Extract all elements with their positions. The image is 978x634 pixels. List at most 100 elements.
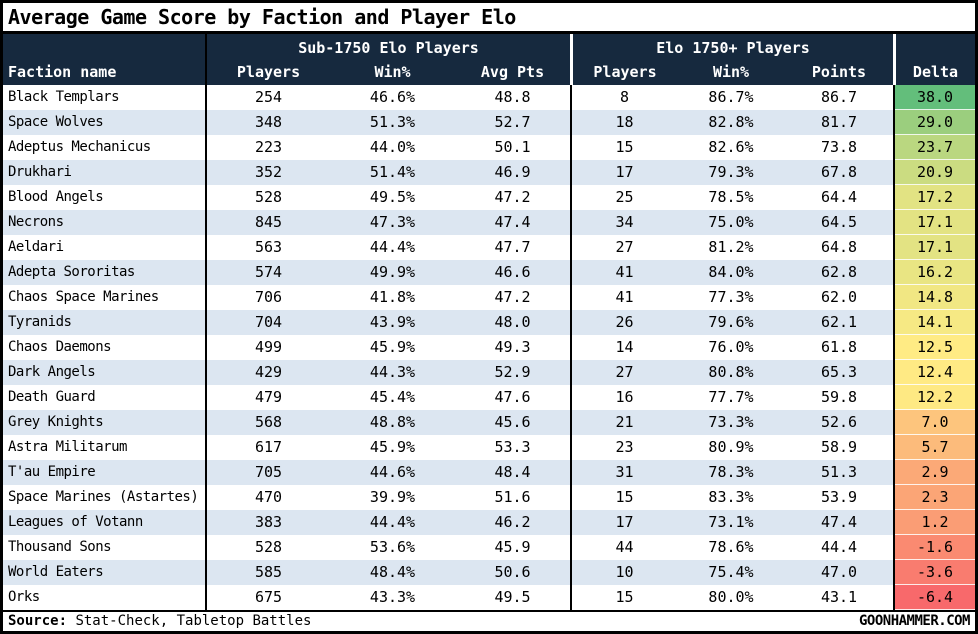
faction-name: Chaos Daemons [8, 339, 112, 355]
faction-name: Orks [8, 589, 40, 605]
elo-players: 41 [570, 285, 677, 310]
table-row: Drukhari 352 51.4% 46.9 17 79.3% 67.8 20.9 [3, 160, 975, 185]
elo-win-pct: 77.3% [708, 288, 754, 306]
elo-win-pct: 75.4% [708, 563, 754, 581]
faction-name: Necrons [8, 214, 64, 230]
source-label: Source: [8, 613, 68, 629]
elo-points: 61.8 [820, 338, 858, 356]
elo-win-pct: 78.3% [708, 463, 754, 481]
sub-avg-pts: 51.6 [494, 488, 531, 506]
sub-win-pct: 44.6% [369, 463, 416, 481]
elo-win-pct: 86.7% [708, 88, 754, 106]
sub-players: 470 [205, 485, 330, 510]
elo-points: 59.8 [820, 388, 858, 406]
header-group-row: Sub-1750 Elo Players Elo 1750+ Players [3, 34, 975, 62]
sub-avg-pts: 50.6 [494, 563, 531, 581]
delta-value: 17.2 [893, 185, 975, 210]
elo-points: 86.7 [820, 88, 858, 106]
table-row: Astra Militarum 617 45.9% 53.3 23 80.9% 58.9 5.… [3, 435, 975, 460]
elo-points: 64.4 [820, 188, 858, 206]
sub-players: 499 [205, 335, 330, 360]
table-row: T'au Empire 705 44.6% 48.4 31 78.3% 51.3 2.9 [3, 460, 975, 485]
sub-players: 223 [205, 135, 330, 160]
delta-value: 12.4 [893, 360, 975, 385]
sub-avg-pts: 47.6 [494, 388, 531, 406]
elo-players: 34 [570, 210, 677, 235]
sub-win-pct: 51.4% [369, 163, 416, 181]
sub-players: 352 [205, 160, 330, 185]
sub-win-pct: 43.9% [369, 313, 416, 331]
elo-win-pct: 79.3% [708, 163, 754, 181]
sub-win-pct: 48.4% [369, 563, 416, 581]
sub-win-pct: 39.9% [369, 488, 416, 506]
delta-value: -6.4 [893, 585, 975, 610]
table-row: Space Wolves 348 51.3% 52.7 18 82.8% 81.7 29.0 [3, 110, 975, 135]
sub-players: 585 [205, 560, 330, 585]
sub-win-pct: 43.3% [369, 588, 416, 606]
sub-players: 617 [205, 435, 330, 460]
faction-name: Space Wolves [8, 114, 104, 130]
elo-players: 17 [570, 160, 677, 185]
sub-win-pct: 49.9% [369, 263, 416, 281]
faction-name: Chaos Space Marines [8, 289, 159, 305]
elo-points: 62.0 [820, 288, 858, 306]
table-row: Thousand Sons 528 53.6% 45.9 44 78.6% 44.4 -1.6 [3, 535, 975, 560]
elo-win-pct: 78.6% [708, 538, 754, 556]
column-header-sub-win-pct: Win% [374, 63, 411, 81]
elo-points: 44.4 [820, 538, 858, 556]
elo-players: 26 [570, 310, 677, 335]
elo-players: 17 [570, 510, 677, 535]
elo-points: 58.9 [820, 438, 858, 456]
elo-points: 53.9 [820, 488, 858, 506]
table-row: Orks 675 43.3% 49.5 15 80.0% 43.1 -6.4 [3, 585, 975, 610]
sub-players: 348 [205, 110, 330, 135]
table-row: Adeptus Mechanicus 223 44.0% 50.1 15 82.6% 73.… [3, 135, 975, 160]
elo-points: 47.0 [820, 563, 858, 581]
elo-players: 27 [570, 235, 677, 260]
faction-name: Thousand Sons [8, 539, 112, 555]
sub-avg-pts: 48.4 [494, 463, 531, 481]
column-header-sub-avg-pts: Avg Pts [480, 63, 545, 81]
sub-players: 563 [205, 235, 330, 260]
delta-value: 14.1 [893, 310, 975, 335]
table-row: Grey Knights 568 48.8% 45.6 21 73.3% 52.6 7.0 [3, 410, 975, 435]
delta-value: 5.7 [893, 435, 975, 460]
table-row: Death Guard 479 45.4% 47.6 16 77.7% 59.8 12.2 [3, 385, 975, 410]
delta-value: 17.1 [893, 235, 975, 260]
table-row: World Eaters 585 48.4% 50.6 10 75.4% 47.0 -3.6 [3, 560, 975, 585]
elo-points: 52.6 [820, 413, 858, 431]
sub-win-pct: 47.3% [369, 213, 416, 231]
sub-players: 383 [205, 510, 330, 535]
sub-avg-pts: 47.2 [494, 188, 531, 206]
sub-avg-pts: 46.9 [494, 163, 531, 181]
delta-value: 1.2 [893, 510, 975, 535]
elo-points: 64.5 [820, 213, 858, 231]
sub-players: 479 [205, 385, 330, 410]
faction-name: Dark Angels [8, 364, 96, 380]
sub-avg-pts: 45.9 [494, 538, 531, 556]
column-header-faction-name: Faction name [8, 63, 117, 81]
elo-win-pct: 82.6% [708, 138, 754, 156]
elo-players: 15 [570, 135, 677, 160]
faction-name: Tyranids [8, 314, 72, 330]
faction-name: Drukhari [8, 164, 72, 180]
elo-players: 15 [570, 585, 677, 610]
faction-name: Space Marines (Astartes) [8, 489, 199, 505]
faction-name: Aeldari [8, 239, 64, 255]
faction-name: World Eaters [8, 564, 104, 580]
delta-value: 29.0 [893, 110, 975, 135]
table-row: Chaos Space Marines 706 41.8% 47.2 41 77.3% 62… [3, 285, 975, 310]
header-group-delta-spacer [893, 34, 975, 62]
sub-win-pct: 51.3% [369, 113, 416, 131]
header-group-sub1750: Sub-1750 Elo Players [205, 34, 570, 62]
faction-name: Adepta Sororitas [8, 264, 135, 280]
sub-avg-pts: 53.3 [494, 438, 531, 456]
sub-players: 528 [205, 535, 330, 560]
table-row: Adepta Sororitas 574 49.9% 46.6 41 84.0% 62.8 1… [3, 260, 975, 285]
elo-players: 44 [570, 535, 677, 560]
sub-avg-pts: 46.2 [494, 513, 531, 531]
source-text: Stat-Check, Tabletop Battles [67, 613, 312, 629]
site-credit: GOONHAMMER.COM [858, 613, 971, 629]
header-group-elo1750plus: Elo 1750+ Players [570, 34, 893, 62]
elo-players: 21 [570, 410, 677, 435]
